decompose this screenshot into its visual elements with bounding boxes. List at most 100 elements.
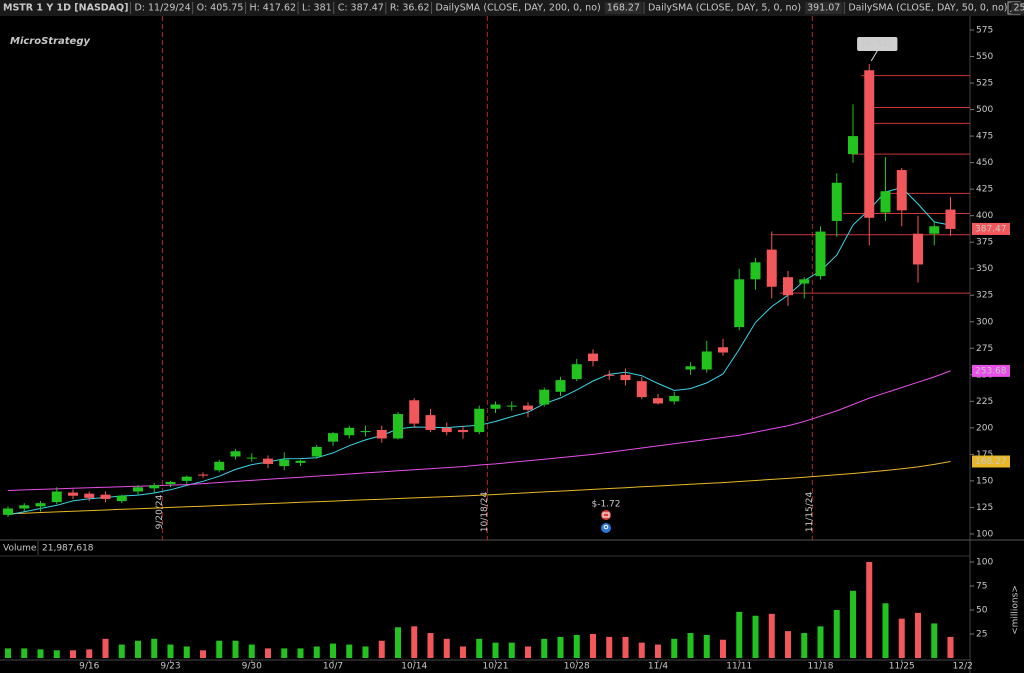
volume-bar [736,611,743,658]
sma-line [7,461,951,515]
event-marker-label: 11/15/24 [805,492,815,533]
candle-body [636,381,647,398]
info-icon[interactable] [601,523,611,533]
y-tick-label: 225 [976,397,993,407]
legend-value: 168.27 [607,3,640,14]
volume-bar [557,636,564,658]
candle-body [506,405,517,407]
candle-body [360,431,371,433]
candle-body [311,446,322,457]
volume-unit: <millions> [1011,585,1021,635]
y-tick-label: 275 [976,344,993,354]
volume-bar [622,636,629,658]
candle-body [425,415,436,430]
legend-value: 391.07 [807,3,840,14]
x-tick-label: 10/7 [323,662,343,672]
volume-bar [931,623,938,658]
volume-bar [281,648,288,658]
volume-bar [167,644,174,658]
candle-body [181,476,192,481]
candle-body [555,380,566,392]
volume-bar [638,642,645,658]
x-tick-label: 10/14 [401,662,427,672]
volume-y-tick-label: 100 [976,557,993,567]
x-tick-label: 12/2 [953,662,973,672]
volume-bar [378,640,385,658]
x-tick-label: 11/4 [648,662,668,672]
volume-bar [671,638,678,658]
volume-bar [882,603,889,658]
candle-body [214,461,225,471]
volume-bar [898,618,905,658]
y-tick-label: 200 [976,423,993,433]
header-text: DailySMA (CLOSE, DAY, 50, 0, no) [848,3,1007,14]
volume-bar [37,649,44,658]
high-callout: Hi: 543 [861,39,893,49]
x-tick-label: 10/28 [564,662,590,672]
x-tick-label: 9/30 [242,662,262,672]
candle-body [198,474,208,476]
candle-body [84,493,95,498]
candle-body [133,487,143,492]
candle-body [458,429,468,433]
volume-bar [362,646,369,658]
volume-bar [200,650,206,658]
candle-body [474,408,485,433]
volume-bar [265,648,271,658]
y-tick-label: 175 [976,450,993,460]
candle-body [230,451,241,457]
candle-body [588,353,598,362]
y-tick-label: 450 [976,158,993,168]
y-tick-label: 325 [976,291,993,301]
candle-body [848,136,858,155]
volume-bar [687,633,694,658]
header-text: R: 36.62 [390,3,430,14]
x-tick-label: 11/18 [808,662,834,672]
volume-bar [102,638,109,658]
event-marker-label: 10/18/24 [480,492,490,533]
volume-bar [86,649,93,658]
y-tick-label: 375 [976,238,993,248]
legend-value-box [604,2,642,14]
volume-bar [866,561,873,658]
candle-body [571,364,582,380]
high-callout-box [857,36,898,51]
volume-bar [590,633,596,658]
candle-body [799,279,810,284]
volume-bar [525,646,531,658]
volume-bar [460,646,466,658]
candle-body [539,389,550,405]
header-bar [0,0,1024,16]
candle-body [896,170,907,211]
header-text: MSTR 1 Y 1D [NASDAQ] [3,3,128,14]
legend-value-box [805,2,843,14]
header-text: DailySMA (CLOSE, DAY, 200, 0, no) [436,3,601,14]
info-icon-glyph [603,524,609,530]
earnings-label: $-1.72 [591,500,620,510]
candle-body [783,277,793,296]
y-tick-label: 475 [976,132,993,142]
candle-body [864,70,875,218]
candle-body [653,398,663,404]
volume-bar [183,646,190,658]
volume-bar [915,612,921,658]
y-tick-label: 550 [976,52,993,62]
volume-bar [541,638,548,658]
y-tick-label: 150 [976,476,993,486]
header-text: D: 11/29/24 [134,3,190,14]
volume-bar [817,626,824,658]
candle-body [604,374,615,376]
candle-body [620,374,631,381]
candle-body [669,396,680,402]
y-tick-label: 125 [976,503,993,513]
volume-bar [216,640,223,658]
high-callout-pointer [870,50,878,62]
candle-body [701,351,712,370]
candle-body [523,405,533,410]
candle-body [100,494,111,499]
volume-bar [411,626,418,658]
candle-body [490,404,501,409]
volume-bar [427,633,434,658]
